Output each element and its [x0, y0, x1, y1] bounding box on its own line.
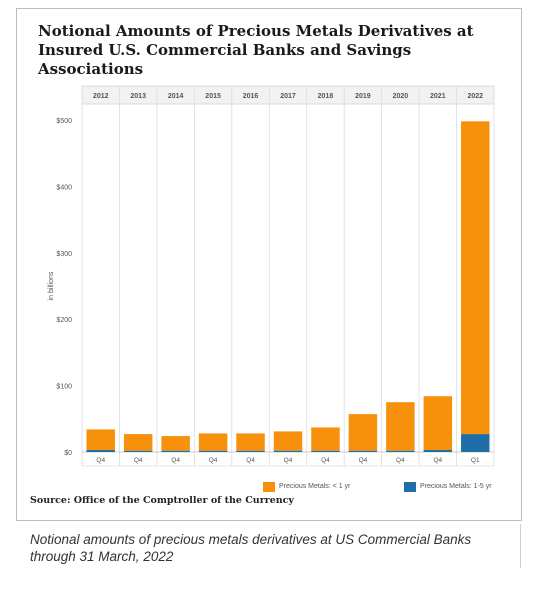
bar-segment: [461, 434, 490, 452]
y-tick-label: $300: [56, 251, 72, 258]
quarter-label: Q4: [359, 457, 368, 464]
source-note: Source: Office of the Comptroller of the…: [30, 495, 294, 506]
year-label: 2014: [168, 93, 184, 100]
quarter-label: Q4: [171, 457, 180, 464]
quarter-label: Q1: [471, 457, 480, 464]
chart-title: Notional Amounts of Precious Metals Deri…: [38, 22, 508, 79]
year-label: 2020: [393, 93, 409, 100]
caption-divider: [520, 524, 521, 568]
bar-segment: [423, 396, 453, 451]
bar-segment: [273, 450, 303, 452]
bar-segment: [348, 450, 378, 452]
bar-segment: [423, 450, 453, 452]
quarter-label: Q4: [209, 457, 218, 464]
legend-label-long: Precious Metals: 1-5 yr: [420, 483, 492, 490]
legend-label-short: Precious Metals: < 1 yr: [279, 483, 351, 490]
bar-segment: [161, 436, 190, 451]
y-tick-label: $100: [56, 384, 72, 391]
y-tick-label: $200: [56, 317, 72, 324]
year-label: 2016: [243, 93, 259, 100]
quarter-label: Q4: [96, 457, 105, 464]
quarter-label: Q4: [284, 457, 293, 464]
year-label: 2015: [205, 93, 221, 100]
bar-segment: [236, 450, 265, 452]
bar-segment: [86, 429, 115, 451]
quarter-label: Q4: [433, 457, 442, 464]
bar-segment: [161, 450, 190, 452]
bar-segment: [198, 433, 228, 451]
bar-segment: [461, 121, 490, 435]
year-label: 2022: [467, 93, 483, 100]
legend-swatch-orange: [263, 482, 275, 492]
bar-chart: $0 $100 $200 $300 $400 $500 in billions 2012 Q4 2…: [48, 85, 495, 467]
chart-title-line-1: Notional Amounts of Precious Metals Deri…: [38, 22, 474, 40]
bar-segment: [386, 450, 415, 452]
chart-title-line-2: Insured U.S. Commercial Banks and Saving…: [38, 41, 412, 78]
bar-segment: [123, 434, 153, 451]
bar-segment: [198, 450, 228, 452]
year-label: 2021: [430, 93, 446, 100]
quarter-label: Q4: [246, 457, 255, 464]
y-tick-label: $400: [56, 184, 72, 191]
quarter-label: Q4: [321, 457, 330, 464]
year-label: 2017: [280, 93, 296, 100]
legend-swatch-blue: [404, 482, 416, 492]
bar-segment: [386, 402, 415, 451]
bar-segment: [123, 450, 153, 452]
year-label: 2012: [93, 93, 109, 100]
year-label: 2013: [130, 93, 146, 100]
y-tick-label: $500: [56, 118, 72, 125]
bar-segment: [311, 427, 340, 451]
quarter-label: Q4: [396, 457, 405, 464]
bar-segment: [311, 450, 340, 452]
quarter-label: Q4: [134, 457, 143, 464]
bar-segment: [273, 431, 303, 451]
bar-segment: [236, 433, 265, 451]
figure-caption: Notional amounts of precious metals deri…: [30, 532, 472, 564]
bar-segment: [86, 450, 115, 452]
y-tick-label: $0: [64, 450, 72, 457]
year-label: 2018: [318, 93, 334, 100]
bar-segment: [348, 414, 378, 451]
y-axis-label: in billions: [48, 271, 55, 300]
year-label: 2019: [355, 93, 371, 100]
